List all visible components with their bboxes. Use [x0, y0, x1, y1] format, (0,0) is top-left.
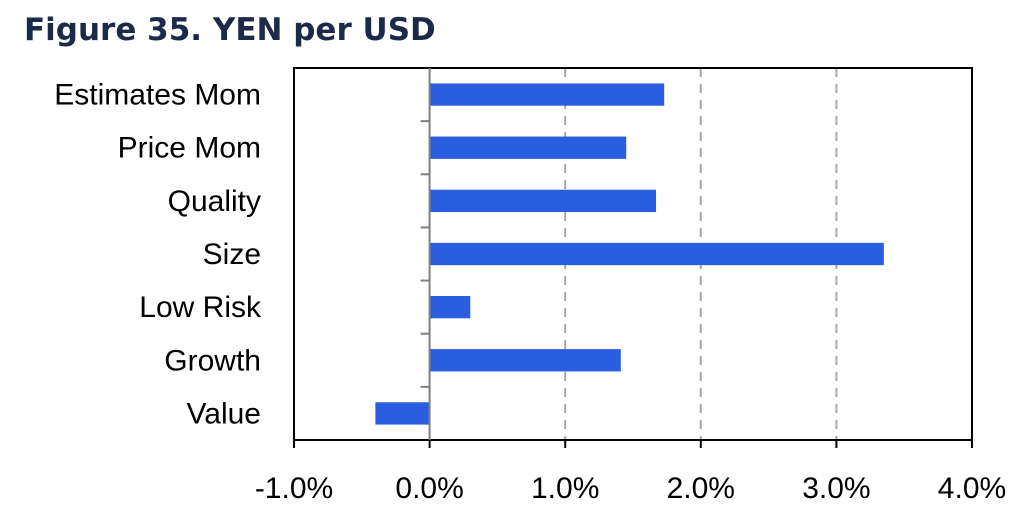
bar [429, 189, 657, 213]
x-tick-label: 3.0% [802, 472, 870, 505]
bar [429, 83, 665, 106]
x-tick-label: 0.0% [395, 472, 463, 505]
bar [375, 402, 430, 425]
category-label: Quality [168, 185, 261, 218]
bar [429, 295, 471, 319]
bar [429, 242, 884, 266]
x-tick-label: 2.0% [667, 472, 735, 505]
gridlines [564, 68, 838, 440]
x-tick-label: -1.0% [255, 472, 333, 505]
x-tick-label: 4.0% [938, 472, 1006, 505]
chart-title: Figure 35. YEN per USD [24, 12, 436, 48]
category-label: Estimates Mom [54, 79, 261, 112]
bars [375, 83, 884, 425]
x-tick-label: 1.0% [531, 472, 599, 505]
category-label: Growth [164, 344, 261, 377]
tick-labels: -1.0% 0.0% 1.0% 2.0% 3.0% 4.0% [255, 472, 1006, 505]
axes [293, 67, 973, 448]
bar [429, 136, 627, 159]
category-label: Size [203, 238, 261, 271]
category-labels: Estimates Mom Price Mom Quality Size Low Ris… [54, 79, 262, 431]
plot-border [293, 67, 973, 441]
category-label: Price Mom [118, 132, 261, 165]
bar [429, 349, 621, 372]
category-label: Low Risk [139, 291, 262, 324]
category-label: Value [186, 397, 261, 430]
